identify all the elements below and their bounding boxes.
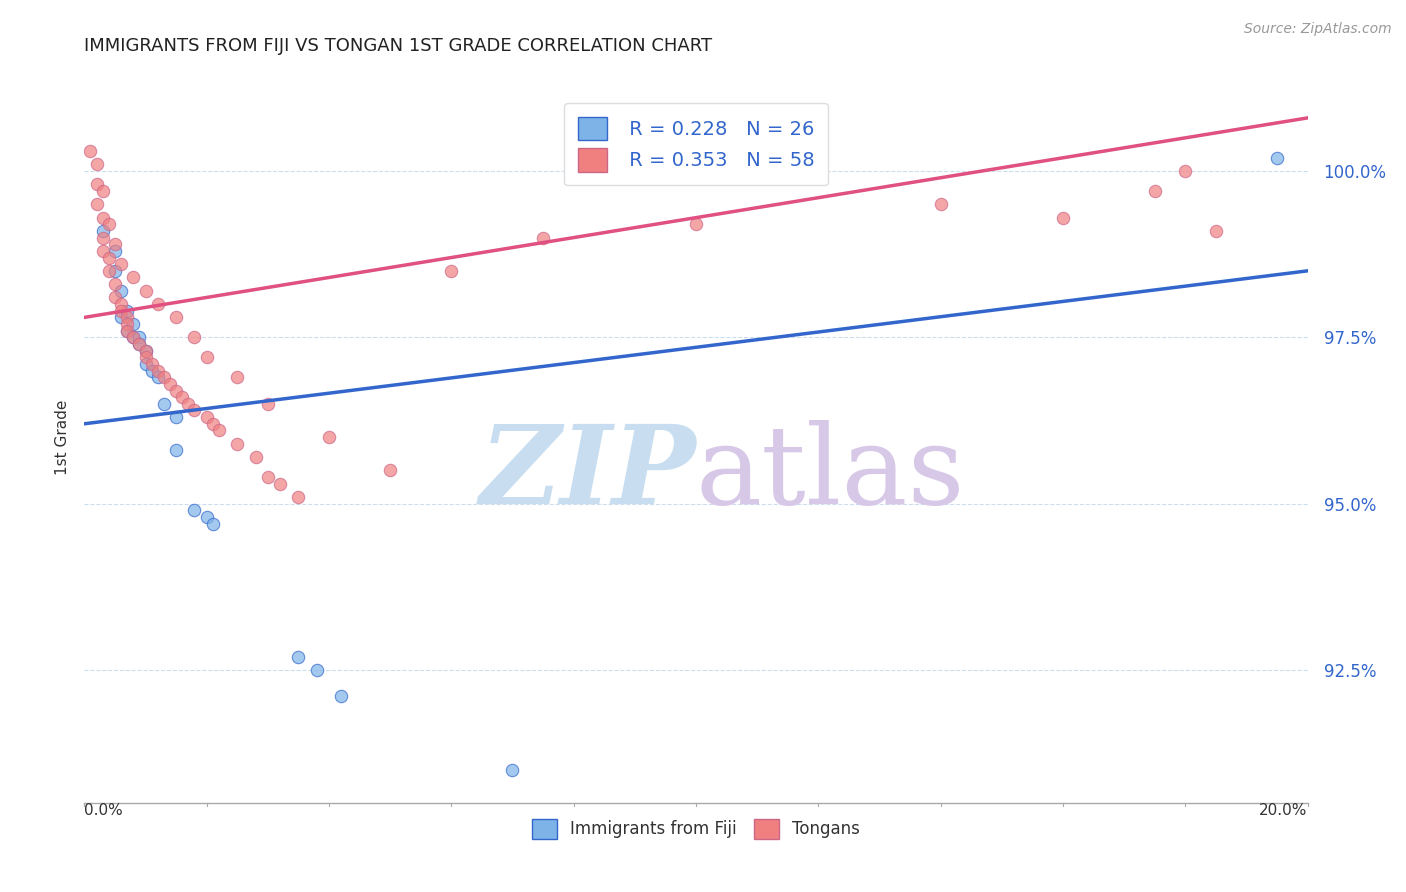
Point — [135, 343, 157, 358]
Point — [104, 244, 127, 258]
Point — [91, 244, 114, 258]
Point — [165, 410, 187, 425]
Point — [305, 663, 328, 677]
Point — [104, 264, 127, 278]
Text: Source: ZipAtlas.com: Source: ZipAtlas.com — [1244, 22, 1392, 37]
Point — [141, 363, 163, 377]
Legend: Immigrants from Fiji, Tongans: Immigrants from Fiji, Tongans — [526, 812, 866, 846]
Point — [146, 297, 169, 311]
Point — [79, 144, 101, 158]
Point — [91, 211, 114, 225]
Point — [86, 197, 108, 211]
Point — [257, 470, 280, 484]
Point — [502, 763, 524, 777]
Point — [1143, 184, 1166, 198]
Point — [115, 303, 138, 318]
Point — [269, 476, 291, 491]
Point — [195, 351, 218, 365]
Point — [115, 317, 138, 331]
Point — [226, 436, 249, 450]
Point — [86, 157, 108, 171]
Point — [183, 330, 205, 344]
Point — [1205, 224, 1227, 238]
Point — [165, 384, 187, 398]
Point — [128, 337, 150, 351]
Point — [165, 310, 187, 325]
Text: 0.0%: 0.0% — [84, 803, 124, 818]
Point — [257, 397, 280, 411]
Point — [153, 397, 176, 411]
Point — [97, 264, 120, 278]
Point — [91, 184, 114, 198]
Point — [1052, 211, 1074, 225]
Point — [183, 503, 205, 517]
Point — [195, 509, 218, 524]
Point — [165, 443, 187, 458]
Point — [115, 310, 138, 325]
Point — [104, 290, 127, 304]
Point — [110, 310, 132, 325]
Point — [122, 317, 145, 331]
Point — [135, 357, 157, 371]
Point — [685, 217, 707, 231]
Point — [110, 303, 132, 318]
Point — [159, 376, 181, 391]
Point — [97, 251, 120, 265]
Text: atlas: atlas — [696, 420, 966, 527]
Point — [1174, 164, 1197, 178]
Point — [153, 370, 176, 384]
Point — [195, 410, 218, 425]
Point — [135, 284, 157, 298]
Text: ZIP: ZIP — [479, 420, 696, 527]
Point — [183, 403, 205, 417]
Point — [330, 690, 353, 704]
Point — [141, 357, 163, 371]
Point — [440, 264, 463, 278]
Point — [122, 270, 145, 285]
Point — [128, 330, 150, 344]
Point — [86, 178, 108, 192]
Point — [91, 224, 114, 238]
Point — [287, 490, 309, 504]
Point — [91, 230, 114, 244]
Point — [172, 390, 194, 404]
Point — [929, 197, 952, 211]
Point — [226, 370, 249, 384]
Point — [115, 324, 138, 338]
Point — [135, 351, 157, 365]
Point — [104, 277, 127, 292]
Point — [122, 330, 145, 344]
Point — [110, 297, 132, 311]
Y-axis label: 1st Grade: 1st Grade — [55, 400, 70, 475]
Point — [287, 649, 309, 664]
Point — [122, 330, 145, 344]
Point — [208, 424, 231, 438]
Point — [531, 230, 554, 244]
Point — [1265, 151, 1288, 165]
Point — [201, 417, 224, 431]
Point — [177, 397, 200, 411]
Point — [115, 324, 138, 338]
Point — [110, 284, 132, 298]
Point — [318, 430, 340, 444]
Point — [135, 343, 157, 358]
Point — [146, 363, 169, 377]
Point — [110, 257, 132, 271]
Point — [104, 237, 127, 252]
Point — [245, 450, 267, 464]
Point — [97, 217, 120, 231]
Point — [128, 337, 150, 351]
Point — [146, 370, 169, 384]
Point — [380, 463, 402, 477]
Point — [201, 516, 224, 531]
Text: IMMIGRANTS FROM FIJI VS TONGAN 1ST GRADE CORRELATION CHART: IMMIGRANTS FROM FIJI VS TONGAN 1ST GRADE… — [84, 37, 713, 54]
Text: 20.0%: 20.0% — [1260, 803, 1308, 818]
